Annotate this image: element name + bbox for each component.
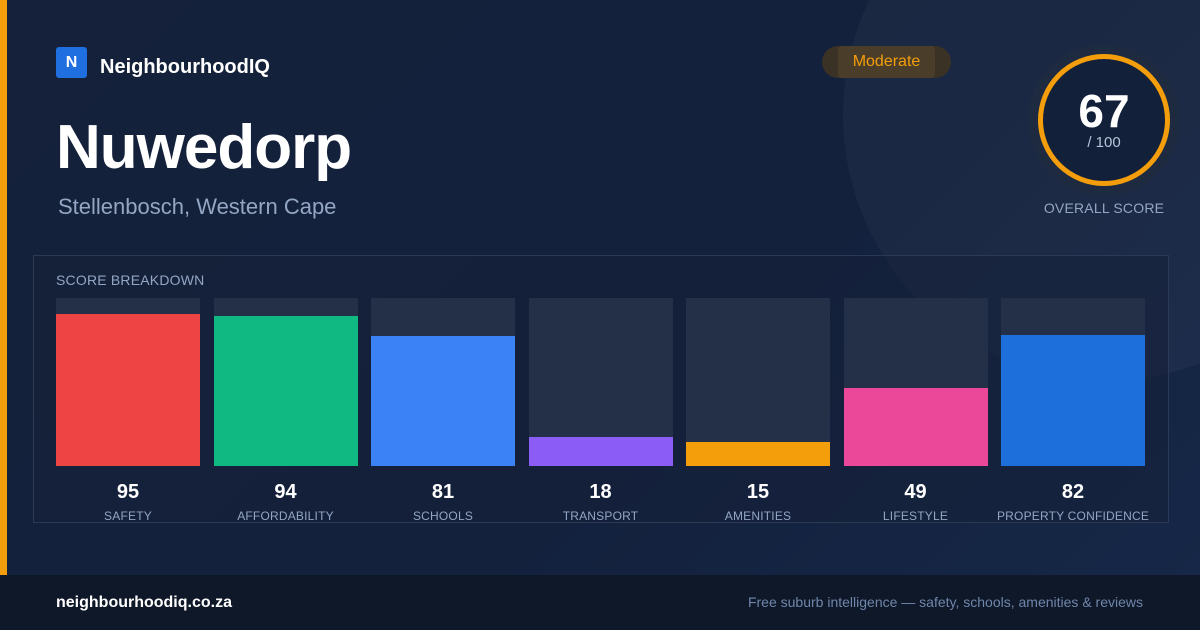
bar-label: SAFETY <box>104 509 152 523</box>
rating-badge: Moderate <box>822 46 951 78</box>
bar-track <box>371 298 515 466</box>
score-ring-circle <box>1038 54 1170 186</box>
bar-label: LIFESTYLE <box>882 509 949 523</box>
bar-label: SCHOOLS <box>412 509 474 523</box>
brand-name: NeighbourhoodIQ <box>100 56 270 78</box>
bar-fill <box>56 314 200 466</box>
bar-fill <box>686 442 830 466</box>
overall-score-value: 67 <box>1078 85 1130 137</box>
brand[interactable]: N NeighbourhoodIQ <box>56 46 270 79</box>
bar-value: 81 <box>431 481 455 503</box>
bar-value: 49 <box>904 481 927 503</box>
brand-logo-icon: N <box>56 47 87 78</box>
bar-fill <box>1001 334 1145 466</box>
bar-value: 18 <box>589 481 612 503</box>
bar-track <box>213 298 358 466</box>
bar-track <box>1001 298 1145 466</box>
bar-value: 95 <box>116 481 140 503</box>
overall-score-label: OVERALL SCORE <box>1043 200 1165 216</box>
footer-url-link[interactable]: neighbourhoodiq.co.za <box>56 594 232 611</box>
bar-label: AMENITIES <box>724 509 792 523</box>
bar-value: 94 <box>274 481 297 503</box>
bar-track <box>56 298 200 466</box>
bar-value: 82 <box>1061 481 1085 503</box>
bar-fill <box>528 437 673 466</box>
footer-tagline: Free suburb intelligence — safety, schoo… <box>747 594 1143 610</box>
score-breakdown-panel: SCORE BREAKDOWN 95 SAFETY 94 AFFORDABILITY 8… <box>33 255 1169 523</box>
bar-label: TRANSPORT <box>562 509 639 523</box>
score-breakdown-title: SCORE BREAKDOWN <box>56 272 205 288</box>
bar-fill <box>843 387 988 466</box>
bar-fill <box>371 336 515 466</box>
bar-track <box>686 298 830 466</box>
rating-badge-label: Moderate <box>852 53 921 70</box>
bar-track <box>528 298 673 466</box>
suburb-location: Stellenbosch, Western Cape <box>58 194 337 219</box>
accent-bar <box>0 0 7 575</box>
score-breakdown-bars: 95 SAFETY 94 AFFORDABILITY 81 SCHOOLS 18 TRANSP… <box>34 256 1168 523</box>
overall-score-ring: 67 / 100 <box>1028 44 1180 196</box>
bar-label: PROPERTY CONFIDENCE <box>996 509 1150 523</box>
bar-track <box>843 298 988 466</box>
bar-value: 15 <box>746 481 770 503</box>
share-card: N NeighbourhoodIQ Nuwedorp Stellenbosch,… <box>0 0 1200 575</box>
suburb-name: Nuwedorp <box>56 113 352 182</box>
bar-label: AFFORDABILITY <box>237 509 334 523</box>
footer: neighbourhoodiq.co.za Free suburb intell… <box>0 575 1200 630</box>
overall-score-max: / 100 <box>1087 134 1121 151</box>
bar-fill <box>213 315 358 466</box>
